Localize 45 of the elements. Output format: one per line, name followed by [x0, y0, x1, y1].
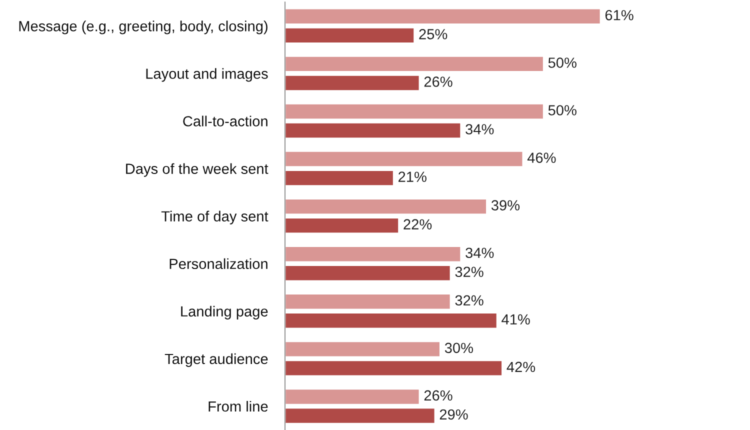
data-label: 50%: [548, 58, 576, 68]
data-label: 25%: [419, 29, 448, 40]
bar: [285, 26, 416, 44]
bar: [285, 8, 602, 25]
data-label: 32%: [455, 266, 484, 278]
data-label: 26%: [424, 390, 452, 401]
bar: [285, 388, 420, 406]
data-label: 26%: [424, 76, 452, 87]
data-label: 42%: [506, 362, 536, 372]
data-label: 32%: [455, 295, 484, 306]
y-tick-label: From line: [208, 400, 268, 412]
data-label: 61%: [605, 10, 634, 20]
data-label: 39%: [491, 200, 520, 210]
y-tick-label: Time of day sent: [161, 210, 268, 224]
y-tick-label: Message (e.g., greeting, body, closing): [19, 20, 268, 34]
y-tick-label: Landing page: [181, 306, 268, 320]
bar: [285, 340, 441, 358]
bar: [285, 312, 498, 330]
y-tick-label: Personalization: [170, 258, 268, 270]
data-label: 34%: [466, 124, 494, 134]
y-tick-label: Days of the week sent: [126, 163, 268, 177]
bar: [285, 198, 488, 216]
bar: [285, 246, 462, 263]
bar: [285, 360, 503, 377]
data-label: 46%: [527, 152, 556, 163]
bar: [285, 293, 452, 310]
bar: [285, 217, 400, 234]
bar: [285, 170, 394, 187]
data-label: 50%: [548, 105, 576, 116]
bar: [285, 103, 544, 120]
bar: [285, 150, 524, 168]
bar: [285, 74, 420, 92]
data-label: 34%: [466, 248, 494, 258]
bar: [285, 122, 462, 139]
y-tick-label: Layout and images: [146, 68, 268, 82]
data-label: 29%: [440, 409, 468, 420]
data-label: 30%: [444, 342, 474, 354]
bar: [285, 407, 436, 424]
bar: [285, 264, 452, 282]
data-label: 22%: [404, 219, 432, 230]
y-tick-label: Target audience: [164, 353, 268, 367]
y-tick-label: Call-to-action: [183, 116, 268, 126]
bar: [285, 55, 544, 72]
data-label: 21%: [398, 172, 426, 182]
data-label: 41%: [502, 314, 530, 325]
